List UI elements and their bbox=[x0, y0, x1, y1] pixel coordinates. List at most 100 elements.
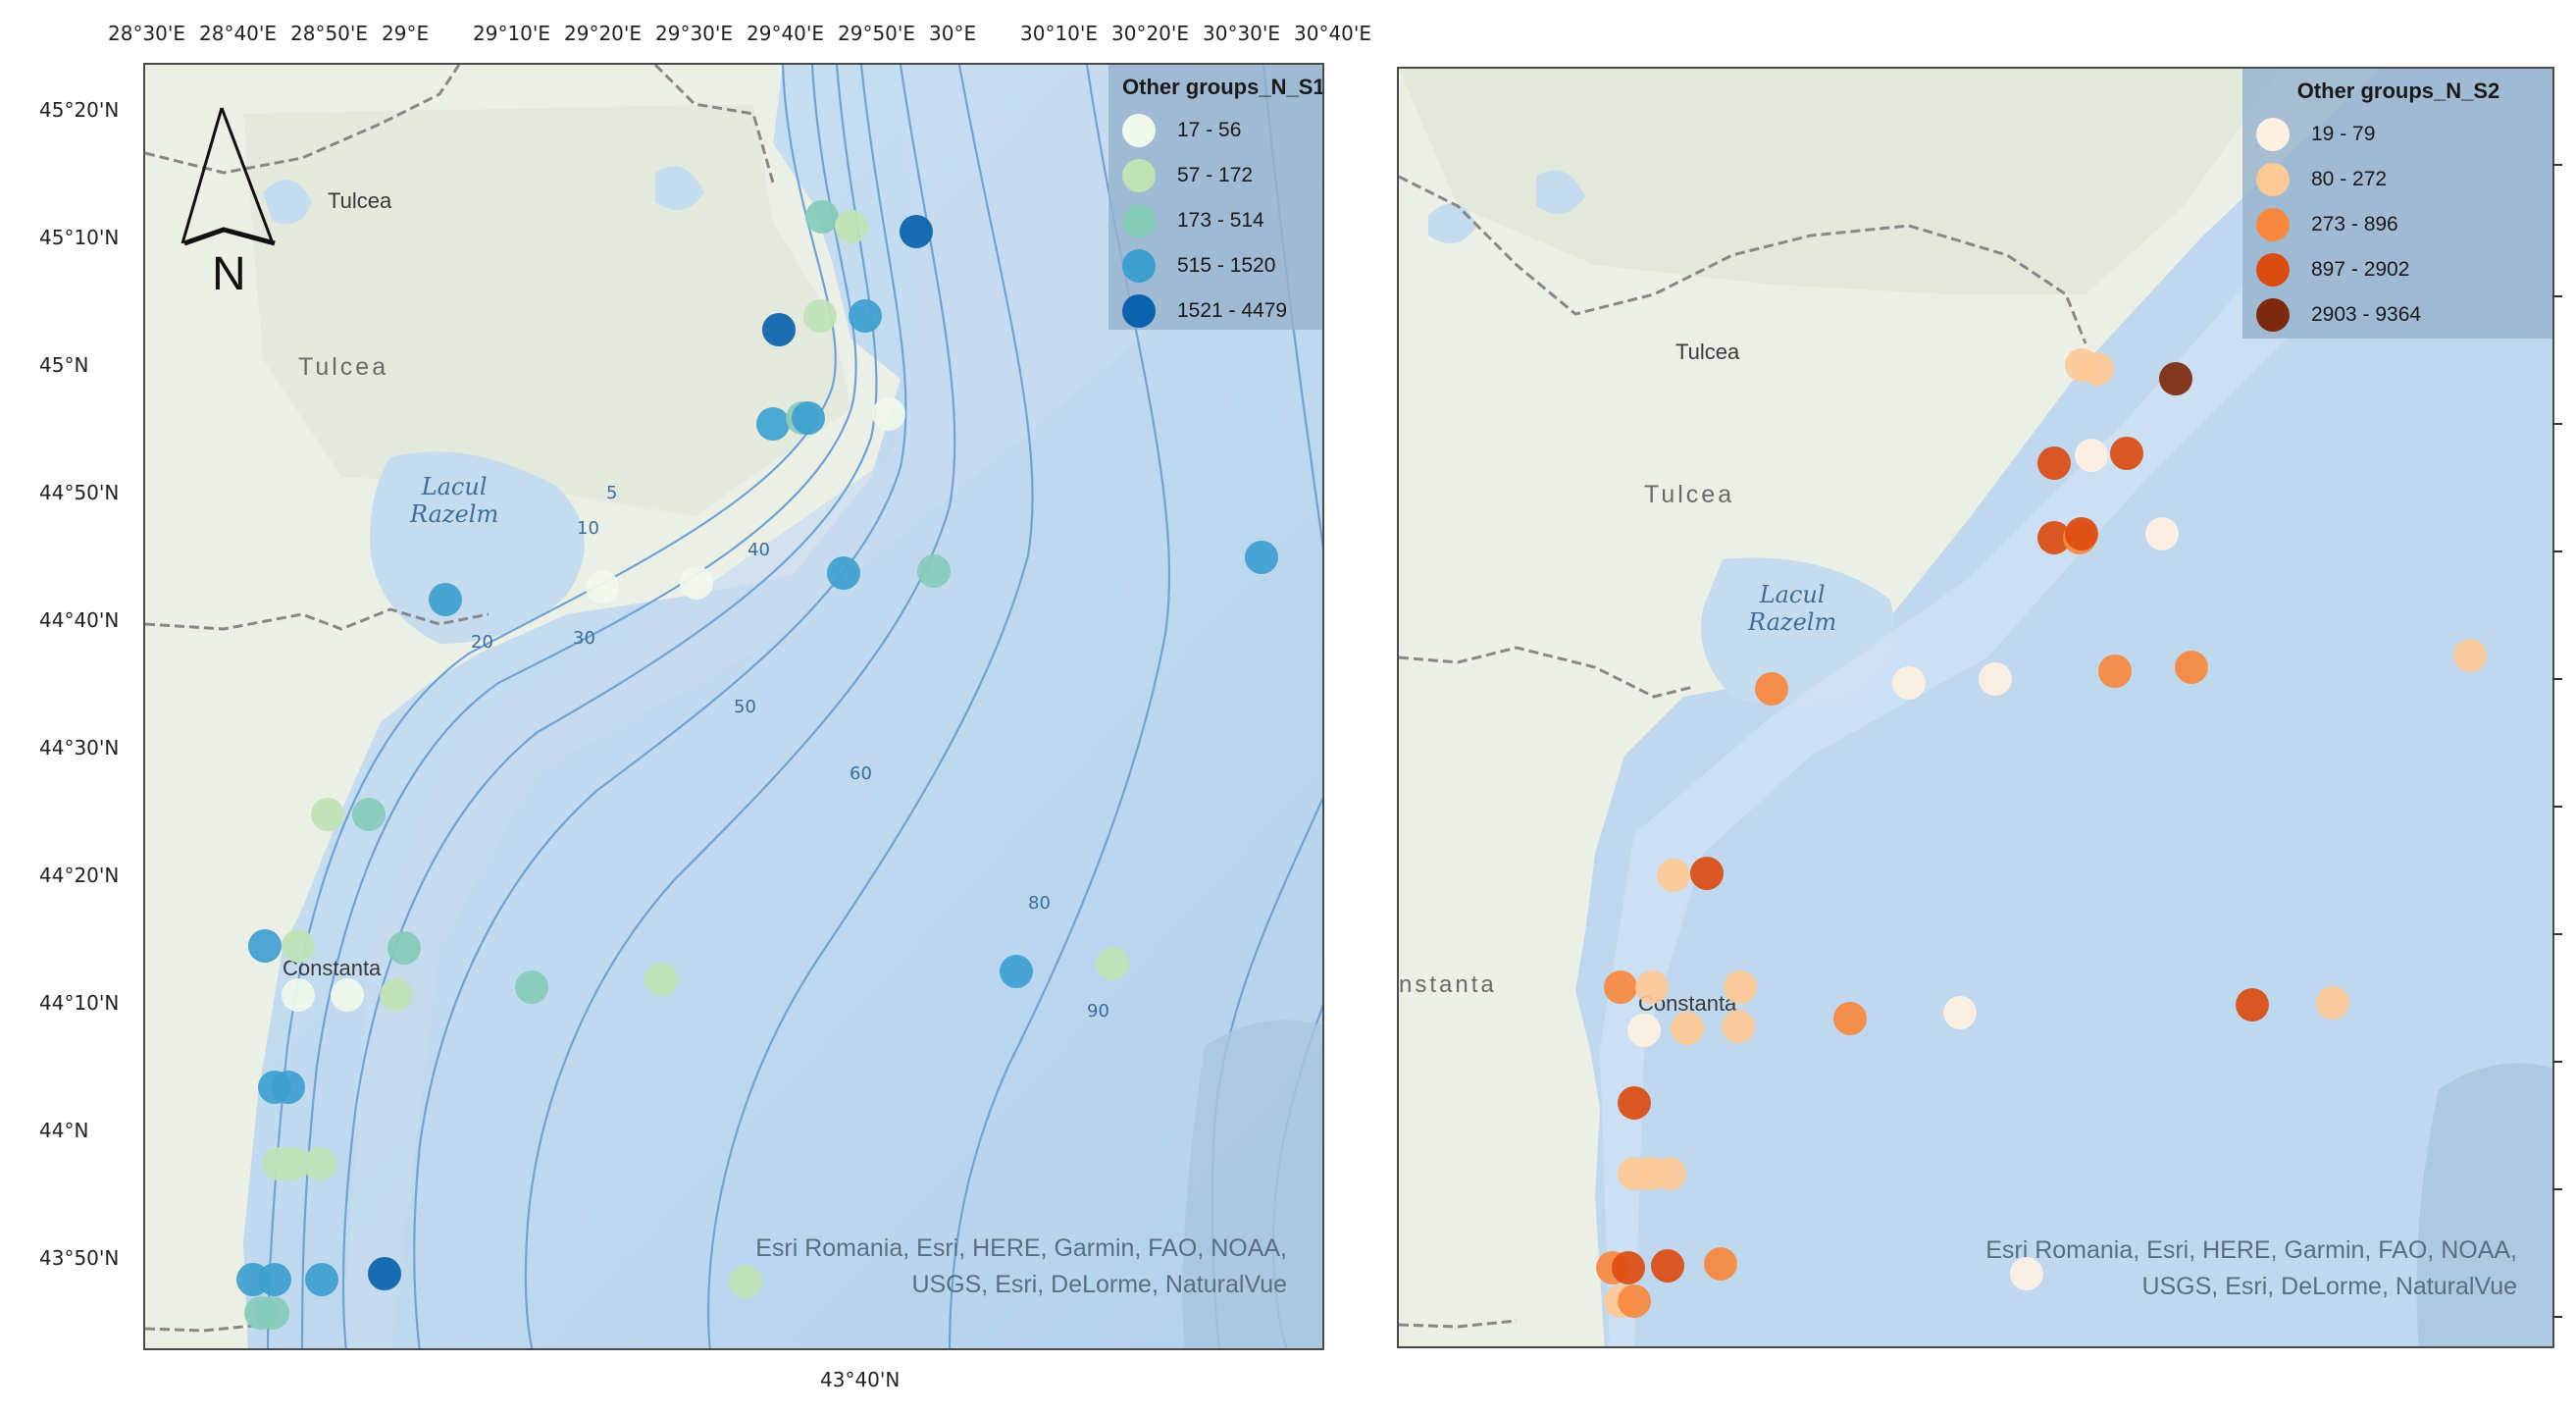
sample-point bbox=[387, 931, 421, 965]
sample-point bbox=[1618, 1086, 1651, 1120]
sample-point bbox=[792, 401, 825, 435]
legend-row: 80 - 272 bbox=[2256, 157, 2541, 202]
legend-label: 17 - 56 bbox=[1177, 119, 1242, 141]
sample-point bbox=[1657, 859, 1690, 892]
contour-label: 40 bbox=[747, 540, 770, 560]
country-border-north bbox=[1399, 175, 2087, 344]
sample-point bbox=[2098, 655, 2132, 688]
legend-label: 173 - 514 bbox=[1177, 209, 1264, 232]
contour-label: 90 bbox=[1087, 1001, 1109, 1022]
legend-swatch bbox=[1122, 159, 1156, 192]
sample-point bbox=[2081, 352, 2114, 386]
sample-point bbox=[2145, 517, 2179, 550]
left-tick-label: 44°20'N bbox=[39, 864, 120, 887]
top-tick-label: 30°30'E bbox=[1203, 22, 1281, 45]
legend-swatch bbox=[2256, 298, 2290, 332]
sample-point bbox=[1604, 970, 1637, 1004]
legend-row: 17 - 56 bbox=[1122, 108, 1311, 153]
delta-wetland bbox=[243, 104, 851, 516]
sample-point bbox=[2037, 521, 2071, 554]
top-tick-label: 30°20'E bbox=[1111, 22, 1190, 45]
sample-point bbox=[272, 1071, 305, 1104]
sample-point bbox=[1653, 1157, 1686, 1190]
sample-point bbox=[586, 570, 619, 603]
contour-label: 5 bbox=[606, 483, 617, 503]
top-tick-label: 29°E bbox=[382, 22, 430, 45]
left-sample-points bbox=[236, 200, 1278, 1330]
sample-point bbox=[515, 970, 548, 1004]
place-label-lake: Lacul Razelm bbox=[1748, 581, 1836, 636]
legend-row: 1521 - 4479 bbox=[1122, 288, 1311, 334]
depth-contours bbox=[266, 65, 1322, 1348]
legend-row: 173 - 514 bbox=[1122, 198, 1311, 243]
legend-row: 897 - 2902 bbox=[2256, 247, 2541, 292]
right-legend: Other groups_N_S2 19 - 79 80 - 272 273 - 8… bbox=[2242, 69, 2552, 339]
legend-label: 897 - 2902 bbox=[2311, 258, 2410, 281]
sample-point bbox=[729, 1265, 762, 1298]
lake-label-line1: Lacul bbox=[1759, 581, 1826, 608]
sample-point bbox=[352, 798, 386, 831]
top-tick-label: 30°40'E bbox=[1294, 22, 1372, 45]
lake-label-line1: Lacul bbox=[421, 473, 488, 500]
sample-point bbox=[380, 978, 413, 1012]
top-tick-label: 29°40'E bbox=[747, 22, 825, 45]
sample-point bbox=[1690, 857, 1724, 890]
land-area bbox=[1399, 69, 2380, 1346]
sample-point bbox=[1833, 1002, 1867, 1035]
left-legend: Other groups_N_S1 17 - 56 57 - 172 173 - 5… bbox=[1108, 65, 1322, 330]
sample-point bbox=[1096, 947, 1129, 980]
sample-point bbox=[644, 963, 678, 996]
left-tick-label: 44°50'N bbox=[39, 481, 120, 504]
sample-point bbox=[276, 1147, 309, 1180]
attribution-line1: Esri Romania, Esri, HERE, Garmin, FAO, N… bbox=[1985, 1236, 2517, 1264]
sample-point bbox=[1722, 1010, 1755, 1043]
top-tick-label: 30°E bbox=[929, 22, 977, 45]
sample-point bbox=[762, 313, 796, 346]
lake-label-line2: Razelm bbox=[410, 500, 499, 528]
sample-point bbox=[827, 556, 860, 590]
top-tick-label: 29°20'E bbox=[564, 22, 643, 45]
sample-point bbox=[1724, 970, 1757, 1004]
sample-point bbox=[258, 1263, 291, 1296]
top-tick-label: 28°50'E bbox=[290, 22, 369, 45]
sample-point bbox=[2236, 988, 2269, 1022]
sample-point bbox=[311, 798, 344, 831]
sample-point bbox=[2010, 1257, 2043, 1290]
sample-point bbox=[256, 1296, 289, 1330]
place-label-region: Tulcea bbox=[298, 353, 389, 381]
sample-point bbox=[1245, 541, 1278, 574]
sample-point bbox=[1627, 1014, 1661, 1047]
country-border bbox=[1399, 646, 1694, 699]
legend-title: Other groups_N_S2 bbox=[2296, 79, 2500, 103]
sample-point bbox=[1671, 1012, 1704, 1045]
sample-point bbox=[849, 299, 882, 333]
sample-point bbox=[1000, 955, 1033, 988]
legend-label: 1521 - 4479 bbox=[1177, 299, 1288, 322]
contour-label: 80 bbox=[1028, 893, 1051, 914]
contour-label: 60 bbox=[850, 763, 872, 784]
legend-row: 515 - 1520 bbox=[1122, 243, 1311, 288]
sample-point bbox=[1943, 996, 1977, 1029]
legend-swatch bbox=[2256, 118, 2290, 151]
sample-point bbox=[1755, 672, 1788, 706]
top-tick-label: 29°10'E bbox=[473, 22, 551, 45]
sample-point bbox=[900, 215, 933, 248]
legend-swatch bbox=[1122, 204, 1156, 237]
legend-swatch bbox=[2256, 208, 2290, 241]
contour-label: 10 bbox=[577, 518, 599, 539]
left-tick-label: 43°50'N bbox=[39, 1246, 120, 1270]
left-tick-label: 44°10'N bbox=[39, 991, 120, 1015]
top-tick-label: 28°30'E bbox=[108, 22, 186, 45]
sample-point bbox=[1892, 666, 1926, 700]
sample-point bbox=[1612, 1251, 1645, 1284]
legend-rows: 19 - 79 80 - 272 273 - 896 897 - 2902 2903 -… bbox=[2256, 112, 2541, 338]
sample-point bbox=[303, 1147, 336, 1180]
contour-label: 50 bbox=[734, 697, 756, 717]
place-label-city-partial: nstanta bbox=[1399, 971, 1497, 998]
sample-point bbox=[2175, 651, 2208, 684]
lake-razelm bbox=[370, 451, 585, 644]
map-attribution: Esri Romania, Esri, HERE, Garmin, FAO, N… bbox=[755, 1231, 1287, 1303]
attribution-line2: USGS, Esri, DeLorme, NaturalVue bbox=[911, 1271, 1287, 1298]
right-tick-marks bbox=[2552, 164, 2562, 1318]
sample-point bbox=[2453, 639, 2487, 672]
